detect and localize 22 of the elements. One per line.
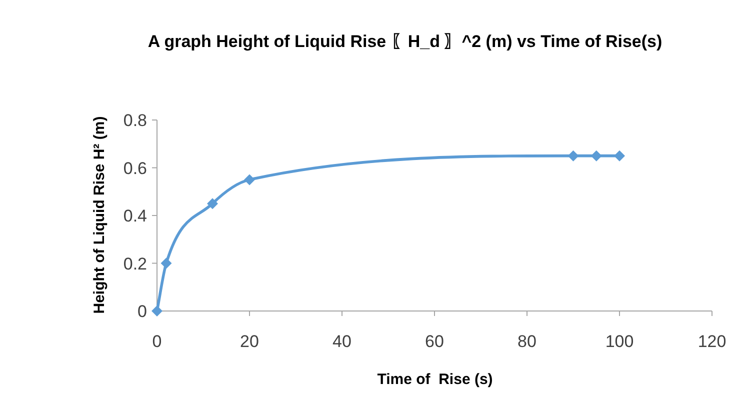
x-tick-label: 20 bbox=[240, 332, 259, 351]
x-tick-label: 40 bbox=[332, 332, 352, 351]
y-tick-label: 0.4 bbox=[123, 206, 147, 226]
y-tick-label: 0.6 bbox=[123, 158, 147, 178]
x-tick-label: 120 bbox=[698, 332, 726, 351]
y-tick-label: 0 bbox=[138, 302, 147, 321]
x-axis-title: Time of Rise (s) bbox=[376, 371, 494, 388]
point bbox=[568, 150, 579, 162]
x-tick-label: 0 bbox=[152, 332, 162, 351]
point bbox=[160, 258, 172, 269]
point bbox=[590, 150, 602, 162]
point bbox=[244, 174, 255, 186]
x-tick-label: 80 bbox=[518, 332, 536, 351]
point bbox=[614, 150, 625, 162]
y-tick-label: 0.8 bbox=[123, 111, 147, 130]
x-tick-label: 100 bbox=[605, 332, 634, 351]
y-axis-title: Height of Liquid Rise H² (m) bbox=[90, 115, 109, 316]
point bbox=[152, 306, 162, 316]
chart-title: A graph Height of Liquid Rise 〖H_d 〗^2 (m) vs Time of Rise(s) bbox=[146, 31, 664, 53]
y-tick-label: 0.2 bbox=[123, 254, 147, 274]
x-tick-label: 60 bbox=[425, 332, 444, 351]
point bbox=[207, 198, 218, 210]
